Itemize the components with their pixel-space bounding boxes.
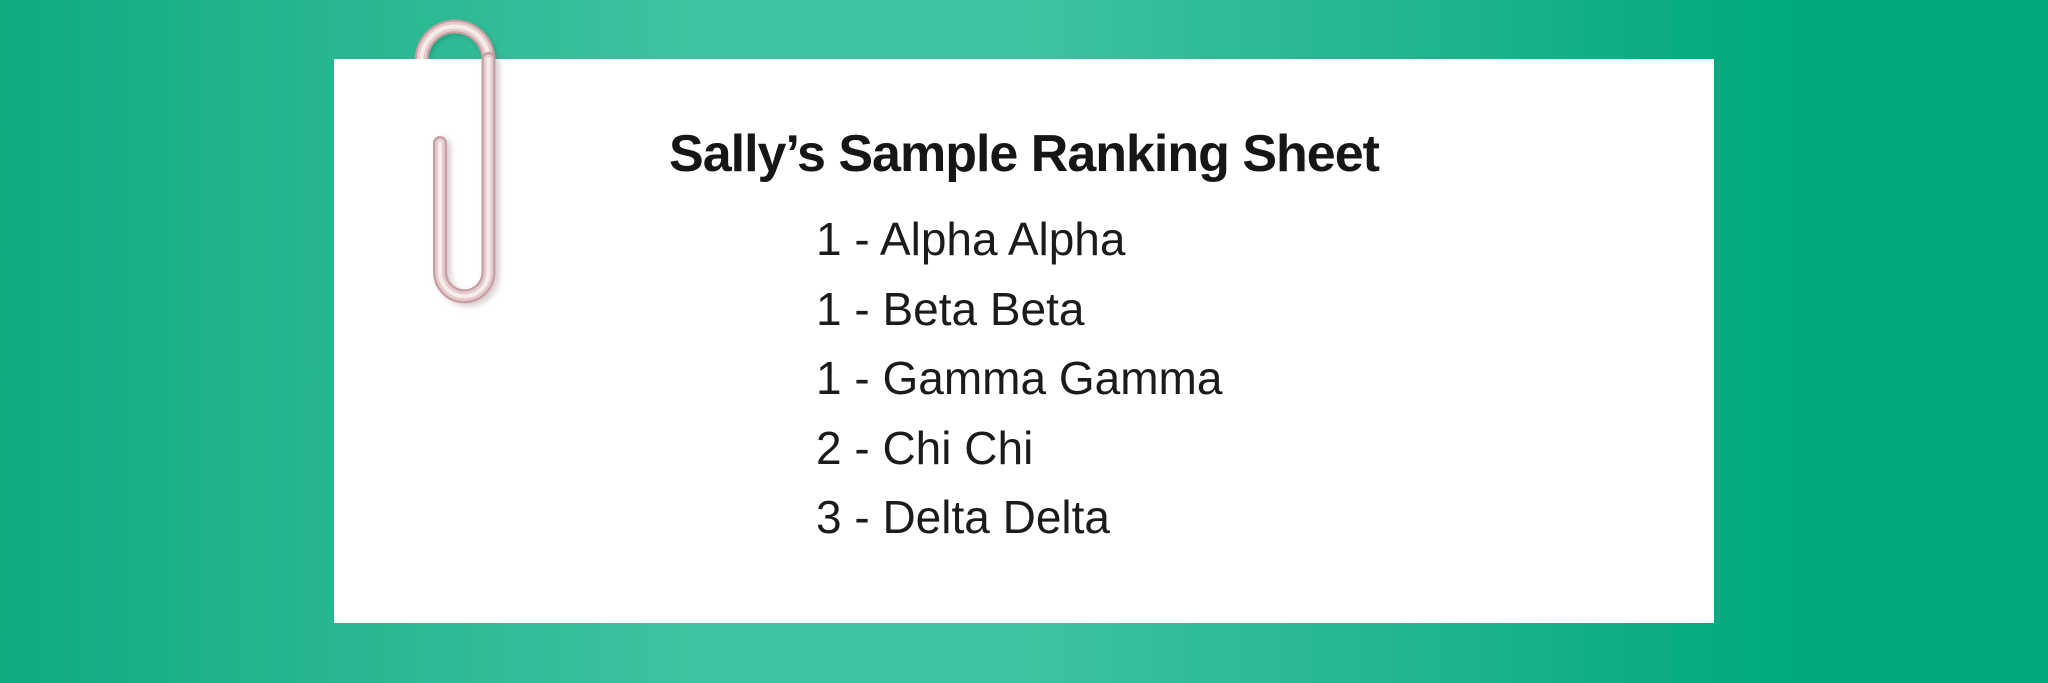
ranking-list: 1 - Alpha Alpha 1 - Beta Beta 1 - Gamma Ga… [816, 205, 1222, 553]
ranking-sheet-card: Sally’s Sample Ranking Sheet 1 - Alpha A… [334, 59, 1714, 623]
ranking-entry: 3 - Delta Delta [816, 491, 1111, 543]
sheet-title: Sally’s Sample Ranking Sheet [669, 125, 1380, 183]
ranking-entry: 1 - Gamma Gamma [816, 352, 1223, 404]
ranking-entry: 1 - Alpha Alpha [816, 213, 1126, 265]
ranking-entry: 2 - Chi Chi [816, 421, 1034, 474]
ranking-entry: 1 - Beta Beta [816, 282, 1085, 335]
